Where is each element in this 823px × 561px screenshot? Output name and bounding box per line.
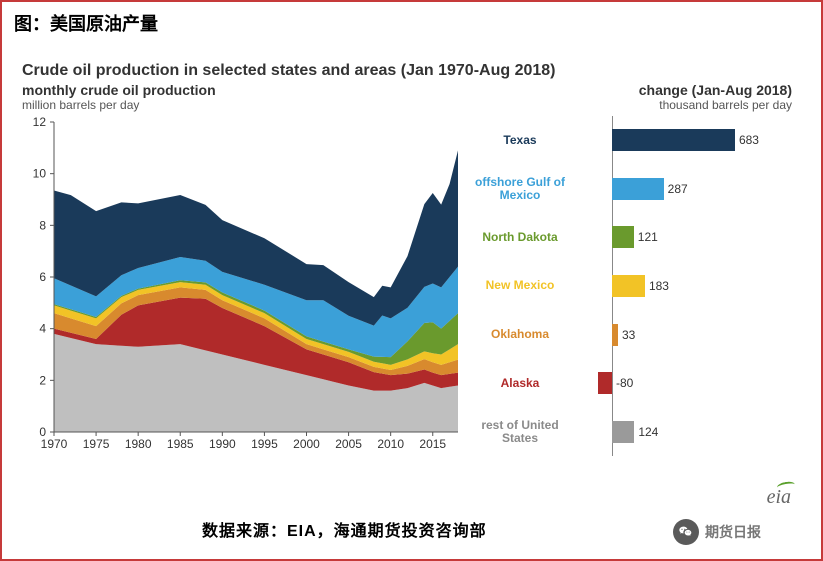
svg-text:1990: 1990 bbox=[209, 437, 236, 451]
subtitle-left: monthly crude oil production bbox=[22, 82, 216, 98]
legend-item-alaska: Alaska bbox=[468, 359, 572, 408]
bar-row-texas: 683 bbox=[572, 116, 752, 165]
svg-text:12: 12 bbox=[33, 116, 47, 129]
subtitle-right: change (Jan-Aug 2018) bbox=[639, 82, 802, 98]
svg-text:2010: 2010 bbox=[377, 437, 404, 451]
legend-item-oklahoma: Oklahoma bbox=[468, 310, 572, 359]
figure-caption: 图：美国原油产量 bbox=[14, 10, 158, 36]
bar-rect bbox=[612, 226, 634, 248]
bar-value-label: 683 bbox=[739, 133, 759, 147]
bar-row-oklahoma: 33 bbox=[572, 310, 752, 359]
bar-rect bbox=[598, 372, 612, 394]
svg-text:1980: 1980 bbox=[125, 437, 152, 451]
bar-value-label: 287 bbox=[668, 182, 688, 196]
bar-value-label: 121 bbox=[638, 230, 658, 244]
change-bar-chart: 683 287 121 183 33 -80 124 bbox=[572, 116, 752, 456]
chart-container: Crude oil production in selected states … bbox=[22, 62, 802, 492]
svg-text:10: 10 bbox=[33, 167, 47, 181]
svg-text:1975: 1975 bbox=[83, 437, 110, 451]
chart-title: Crude oil production in selected states … bbox=[22, 62, 802, 80]
svg-text:2005: 2005 bbox=[335, 437, 362, 451]
eia-logo: eia bbox=[767, 486, 791, 509]
svg-text:1985: 1985 bbox=[167, 437, 194, 451]
svg-text:1995: 1995 bbox=[251, 437, 278, 451]
bar-row-alaska: -80 bbox=[572, 359, 752, 408]
watermark: 期货日报 bbox=[673, 519, 761, 545]
svg-text:8: 8 bbox=[39, 218, 46, 232]
bar-value-label: 124 bbox=[638, 425, 658, 439]
bar-rect bbox=[612, 421, 634, 443]
data-source-footer: 数据来源：EIA，海通期货投资咨询部 bbox=[202, 517, 487, 541]
bar-row-newmexico: 183 bbox=[572, 262, 752, 311]
legend-item-rest: rest of United States bbox=[468, 407, 572, 456]
bar-rect bbox=[612, 324, 618, 346]
svg-text:2000: 2000 bbox=[293, 437, 320, 451]
svg-text:2: 2 bbox=[39, 373, 46, 387]
legend-item-gulf: offshore Gulf of Mexico bbox=[468, 165, 572, 214]
legend-item-texas: Texas bbox=[468, 116, 572, 165]
area-chart-svg: 0246810121970197519801985199019952000200… bbox=[22, 116, 462, 456]
bar-row-gulf: 287 bbox=[572, 165, 752, 214]
bar-value-label: 183 bbox=[649, 279, 669, 293]
stacked-area-chart: 0246810121970197519801985199019952000200… bbox=[22, 116, 462, 456]
unit-left: million barrels per day bbox=[22, 98, 139, 112]
svg-text:4: 4 bbox=[39, 322, 46, 336]
bar-rect bbox=[612, 275, 645, 297]
svg-text:2015: 2015 bbox=[419, 437, 446, 451]
bar-row-northdakota: 121 bbox=[572, 213, 752, 262]
unit-right: thousand barrels per day bbox=[659, 98, 802, 112]
bar-value-label: 33 bbox=[622, 328, 635, 342]
wechat-icon bbox=[673, 519, 699, 545]
watermark-text: 期货日报 bbox=[705, 522, 761, 542]
legend-column: Texasoffshore Gulf of MexicoNorth Dakota… bbox=[462, 116, 572, 456]
bar-value-label: -80 bbox=[616, 376, 633, 390]
svg-text:6: 6 bbox=[39, 270, 46, 284]
bar-rect bbox=[612, 178, 664, 200]
legend-item-newmexico: New Mexico bbox=[468, 262, 572, 311]
bar-row-rest: 124 bbox=[572, 407, 752, 456]
svg-text:1970: 1970 bbox=[41, 437, 68, 451]
bar-rect bbox=[612, 129, 735, 151]
legend-item-northdakota: North Dakota bbox=[468, 213, 572, 262]
